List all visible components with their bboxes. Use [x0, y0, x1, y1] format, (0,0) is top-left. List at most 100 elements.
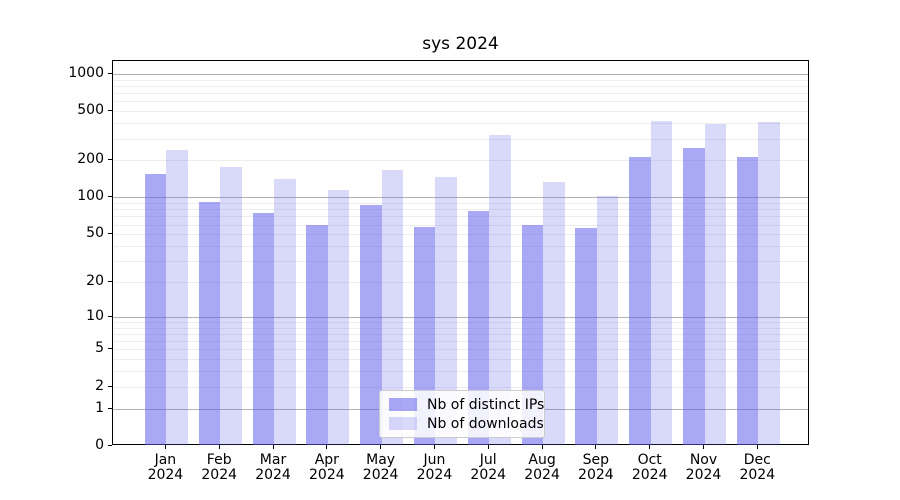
bar-downloads-dec	[758, 121, 780, 445]
gridline-6	[113, 341, 808, 343]
gridline-900	[113, 79, 808, 81]
gridline-100	[113, 197, 808, 199]
legend-swatch-distinct-ips	[389, 398, 417, 411]
x-tick-mark-aug	[541, 445, 543, 449]
gridline-3	[113, 371, 808, 373]
gridline-20	[113, 282, 808, 284]
x-tick-label-feb: Feb 2024	[201, 452, 238, 483]
legend-label-distinct-ips: Nb of distinct IPs	[427, 396, 545, 413]
gridline-7	[113, 334, 808, 335]
gridline-30	[113, 261, 808, 263]
x-tick-mark-sep	[595, 445, 597, 449]
y-tick-mark-100	[108, 196, 112, 198]
legend-label-downloads: Nb of downloads	[427, 415, 544, 432]
x-tick-label-jul: Jul 2024	[470, 452, 507, 483]
y-tick-mark-10	[108, 315, 112, 317]
gridline-700	[113, 93, 808, 95]
bar-downloads-may	[381, 170, 404, 445]
bar-downloads-oct	[650, 120, 673, 445]
legend-swatch-downloads	[389, 417, 417, 430]
x-tick-mark-jul	[487, 445, 489, 449]
y-tick-mark-50	[108, 233, 112, 235]
legend: Nb of distinct IPs Nb of downloads	[379, 390, 545, 438]
x-tick-label-aug: Aug 2024	[524, 452, 560, 483]
gridline-600	[113, 101, 808, 103]
y-tick-mark-5	[108, 348, 112, 350]
gridline-8	[113, 327, 808, 329]
gridline-200	[113, 160, 808, 162]
y-tick-label-10: 10	[86, 307, 104, 324]
bar-distinct-ips-feb	[198, 201, 221, 445]
bar-downloads-sep	[596, 196, 619, 445]
x-tick-label-mar: Mar 2024	[255, 452, 291, 483]
bar-downloads-apr	[327, 189, 350, 445]
plot-area	[112, 60, 809, 445]
y-tick-label-100: 100	[77, 188, 104, 205]
gridline-300	[113, 138, 808, 140]
bar-distinct-ips-dec	[736, 156, 759, 445]
legend-row-downloads: Nb of downloads	[389, 416, 544, 432]
y-tick-label-20: 20	[86, 273, 104, 290]
y-tick-label-2: 2	[95, 377, 104, 394]
bar-downloads-mar	[274, 178, 296, 445]
y-tick-mark-500	[108, 110, 112, 112]
gridline-1000	[113, 73, 808, 75]
y-tick-label-200: 200	[77, 151, 104, 168]
y-tick-label-0: 0	[95, 437, 104, 453]
x-tick-mark-jun	[433, 445, 435, 449]
x-tick-mark-jan	[164, 445, 166, 449]
x-tick-mark-nov	[703, 445, 704, 449]
bar-downloads-jun	[435, 177, 457, 445]
y-tick-mark-0	[108, 445, 112, 446]
bar-distinct-ips-may	[360, 204, 382, 445]
x-tick-label-may: May 2024	[362, 452, 399, 483]
x-tick-label-dec: Dec 2024	[739, 452, 776, 483]
gridline-50	[113, 234, 808, 236]
gridline-40	[113, 245, 808, 247]
gridline-10	[113, 316, 808, 318]
x-tick-mark-dec	[756, 445, 758, 449]
x-tick-label-oct: Oct 2024	[631, 452, 668, 483]
legend-row-distinct-ips: Nb of distinct IPs	[389, 397, 544, 413]
gridline-500	[113, 111, 808, 113]
x-tick-label-sep: Sep 2024	[578, 452, 614, 483]
x-tick-label-apr: Apr 2024	[309, 452, 345, 483]
gridline-70	[113, 216, 808, 218]
gridline-800	[113, 85, 808, 87]
x-tick-mark-feb	[218, 445, 220, 449]
y-tick-label-5: 5	[95, 340, 104, 357]
bar-distinct-ips-jan	[144, 174, 167, 445]
bar-downloads-aug	[543, 182, 565, 445]
bar-distinct-ips-apr	[306, 225, 328, 445]
gridline-4	[113, 359, 808, 361]
x-tick-label-nov: Nov 2024	[685, 452, 722, 483]
gridline-60	[113, 224, 808, 226]
chart-title: sys 2024	[422, 34, 499, 54]
gridline-90	[113, 203, 808, 205]
x-tick-mark-apr	[326, 445, 328, 449]
y-tick-mark-2	[108, 385, 112, 387]
y-tick-mark-1	[108, 407, 112, 409]
x-tick-mark-oct	[649, 445, 651, 449]
x-tick-label-jun: Jun 2024	[416, 452, 453, 483]
bar-distinct-ips-nov	[683, 147, 705, 445]
y-tick-label-1: 1	[95, 399, 104, 416]
gridline-80	[113, 209, 808, 211]
bar-downloads-nov	[704, 124, 726, 445]
gridline-400	[113, 123, 808, 125]
bar-distinct-ips-jul	[467, 211, 490, 445]
y-tick-mark-200	[108, 159, 112, 161]
x-tick-mark-mar	[272, 445, 274, 449]
bar-downloads-feb	[220, 167, 242, 445]
y-tick-label-1000: 1000	[68, 64, 104, 81]
y-tick-mark-1000	[108, 72, 112, 74]
y-tick-label-50: 50	[86, 225, 104, 242]
bar-downloads-jul	[489, 134, 511, 445]
x-tick-mark-may	[380, 445, 382, 449]
gridline-2	[113, 386, 808, 388]
y-tick-mark-20	[108, 281, 112, 283]
bar-distinct-ips-aug	[521, 224, 544, 445]
gridline-5	[113, 349, 808, 351]
x-tick-label-jan: Jan 2024	[147, 452, 184, 483]
